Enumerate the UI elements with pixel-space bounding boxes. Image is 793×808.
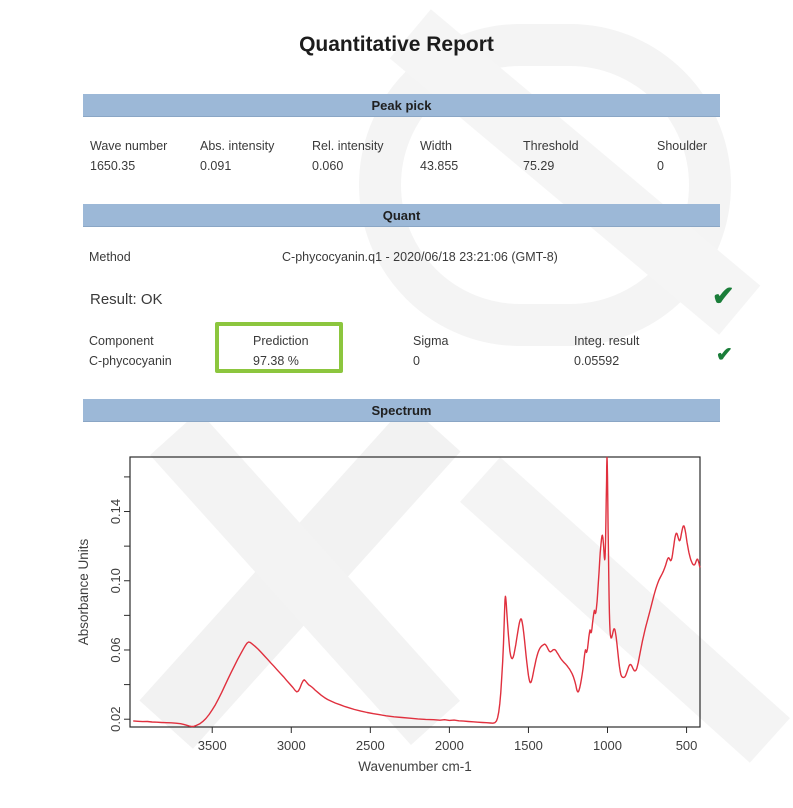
peak-value-abs-intensity: 0.091: [200, 159, 232, 173]
peak-header-rel-intensity: Rel. intensity: [312, 139, 384, 153]
component-header: Component: [89, 334, 154, 348]
component-check-icon: ✔: [716, 344, 733, 366]
svg-text:2000: 2000: [435, 738, 464, 753]
prediction-highlight-box: [215, 322, 343, 373]
result-status: Result: OK: [90, 291, 163, 308]
method-row: Method C-phycocyanin.q1 - 2020/06/18 23:…: [0, 250, 793, 268]
section-bar-spectrum: Spectrum: [83, 399, 720, 422]
y-axis: 0.02 0.06 0.10 0.14 Absorbance Units: [76, 476, 130, 732]
method-value: C-phycocyanin.q1 - 2020/06/18 23:21:06 (…: [282, 250, 558, 264]
svg-text:3500: 3500: [198, 738, 227, 753]
peak-value-width: 43.855: [420, 159, 459, 173]
section-label-spectrum: Spectrum: [371, 403, 432, 418]
component-name: C-phycocyanin: [89, 354, 172, 368]
x-axis: 3500 3000 2500 2000 1500 1000 500 Wavenumber cm…: [198, 727, 698, 774]
svg-text:0.14: 0.14: [108, 499, 123, 524]
prediction-value: 97.38 %: [253, 354, 299, 368]
peak-header-wave-number: Wave number: [90, 139, 168, 153]
spectrum-chart: 3500 3000 2500 2000 1500 1000 500 Wavenumber cm…: [70, 437, 730, 792]
peak-value-threshold: 75.29: [523, 159, 555, 173]
page-title: Quantitative Report: [299, 33, 494, 56]
method-label: Method: [89, 250, 131, 264]
y-axis-label: Absorbance Units: [76, 538, 91, 645]
plot-frame: [129, 456, 701, 728]
peak-value-shoulder: 0: [657, 159, 664, 173]
peak-header-shoulder: Shoulder: [657, 139, 708, 153]
result-check-icon: ✔: [712, 281, 735, 311]
svg-text:0.06: 0.06: [108, 637, 123, 662]
component-header-row: Component Prediction Sigma Integ. result: [0, 334, 793, 352]
sigma-value: 0: [413, 354, 420, 368]
peak-value-rel-intensity: 0.060: [312, 159, 344, 173]
spectrum-plot: 3500 3000 2500 2000 1500 1000 500 Wavenumber cm…: [76, 456, 701, 774]
peak-table-value-row: 1650.35 0.091 0.060 43.855 75.29 0: [0, 159, 793, 177]
x-axis-label: Wavenumber cm-1: [358, 759, 472, 774]
sigma-header: Sigma: [413, 334, 449, 348]
section-label-quant: Quant: [382, 208, 421, 223]
prediction-header: Prediction: [253, 334, 309, 348]
section-bar-quant: Quant: [83, 204, 720, 227]
section-bar-peak-pick: Peak pick: [83, 94, 720, 117]
integ-result-header: Integ. result: [574, 334, 640, 348]
integ-result-value: 0.05592: [574, 354, 620, 368]
peak-header-threshold: Threshold: [523, 139, 579, 153]
section-label-peak-pick: Peak pick: [371, 98, 432, 113]
peak-value-wave-number: 1650.35: [90, 159, 136, 173]
peak-table-header-row: Wave number Abs. intensity Rel. intensit…: [0, 139, 793, 157]
svg-text:0.02: 0.02: [108, 707, 123, 732]
peak-header-abs-intensity: Abs. intensity: [200, 139, 275, 153]
peak-header-width: Width: [420, 139, 452, 153]
svg-text:500: 500: [676, 738, 698, 753]
svg-text:2500: 2500: [356, 738, 385, 753]
component-value-row: C-phycocyanin 97.38 % 0 0.05592: [0, 354, 793, 372]
spectrum-line: [133, 456, 701, 728]
svg-text:0.10: 0.10: [108, 568, 123, 593]
svg-text:3000: 3000: [277, 738, 306, 753]
svg-text:1500: 1500: [514, 738, 543, 753]
svg-text:1000: 1000: [593, 738, 622, 753]
